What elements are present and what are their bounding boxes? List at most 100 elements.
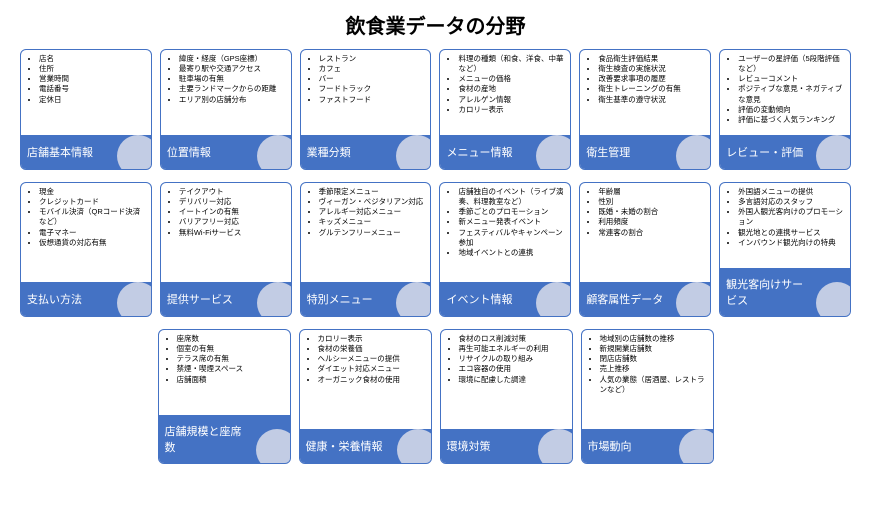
card-label: 環境対策 — [447, 438, 491, 454]
decorative-circle — [397, 429, 431, 463]
card-body: ユーザーの星評価（5段階評価など）レビューコメントポジティブな意見・ネガティブな… — [720, 50, 850, 135]
card-label: 健康・栄養情報 — [306, 438, 383, 454]
card-item: 常連客の割合 — [598, 228, 704, 238]
card-label: イベント情報 — [446, 291, 512, 307]
card-items-list: 食品衛生評価結果衛生検査の実施状況改善要求事項の履歴衛生トレーニングの有無衛生基… — [586, 54, 704, 105]
card-item: 季節ごとのプロモーション — [458, 207, 564, 217]
decorative-circle — [676, 282, 710, 316]
card-item: 性別 — [598, 197, 704, 207]
card-items-list: 座席数個室の有無テラス席の有無禁煙・喫煙スペース店舗面積 — [165, 334, 284, 385]
data-category-card: 食材のロス削減対策再生可能エネルギーの利用リサイクルの取り組みエコ容器の使用環境… — [440, 329, 573, 464]
card-item: レストラン — [319, 54, 425, 64]
card-footer: 店舗基本情報 — [21, 135, 151, 169]
card-item: 料理の種類（和食、洋食、中華など） — [458, 54, 564, 74]
card-label: 店舗基本情報 — [27, 144, 93, 160]
card-label: 位置情報 — [167, 144, 211, 160]
card-item: 無料Wi-Fiサービス — [179, 228, 285, 238]
data-category-card: 店名住所営業時間電話番号定休日店舗基本情報 — [20, 49, 152, 170]
card-item: 定休日 — [39, 95, 145, 105]
card-item: ユーザーの星評価（5段階評価など） — [738, 54, 844, 74]
decorative-circle — [117, 282, 151, 316]
card-item: カロリー表示 — [318, 334, 425, 344]
decorative-circle — [117, 135, 151, 169]
data-category-card: レストランカフェバーフードトラックファストフード業種分類 — [300, 49, 432, 170]
card-items-list: 年齢層性別既婚・未婚の割合利用頻度常連客の割合 — [586, 187, 704, 238]
card-item: 現金 — [39, 187, 145, 197]
card-item: クレジットカード — [39, 197, 145, 207]
card-item: 再生可能エネルギーの利用 — [459, 344, 566, 354]
card-item: ファストフード — [319, 95, 425, 105]
card-items-list: 地域別の店舗数の推移新規開業店舗数閉店店舗数売上推移人気の業態（居酒屋、レストラ… — [588, 334, 707, 395]
card-item: テラス席の有無 — [177, 354, 284, 364]
card-item: フードトラック — [319, 84, 425, 94]
card-label: 衛生管理 — [586, 144, 630, 160]
data-category-card: 年齢層性別既婚・未婚の割合利用頻度常連客の割合顧客属性データ — [579, 182, 711, 317]
data-category-card: 現金クレジットカードモバイル決済（QRコード決済など）電子マネー仮想通貨の対応有… — [20, 182, 152, 317]
card-items-list: 季節限定メニューヴィーガン・ベジタリアン対応アレルギー対応メニューキッズメニュー… — [307, 187, 425, 238]
card-items-list: 食材のロス削減対策再生可能エネルギーの利用リサイクルの取り組みエコ容器の使用環境… — [447, 334, 566, 385]
card-item: ヘルシーメニューの提供 — [318, 354, 425, 364]
card-footer: 健康・栄養情報 — [300, 429, 431, 463]
decorative-circle — [676, 135, 710, 169]
cards-grid: 店名住所営業時間電話番号定休日店舗基本情報緯度・経度（GPS座標）最寄り駅や交通… — [20, 49, 851, 464]
card-footer: 環境対策 — [441, 429, 572, 463]
card-footer: イベント情報 — [440, 282, 570, 316]
card-body: 料理の種類（和食、洋食、中華など）メニューの価格食材の産地アレルゲン情報カロリー… — [440, 50, 570, 135]
card-item: キッズメニュー — [319, 217, 425, 227]
data-category-card: 季節限定メニューヴィーガン・ベジタリアン対応アレルギー対応メニューキッズメニュー… — [300, 182, 432, 317]
card-label: 業種分類 — [307, 144, 351, 160]
card-item: フェスティバルやキャンペーン参加 — [458, 228, 564, 248]
card-item: メニューの価格 — [458, 74, 564, 84]
card-item: 地域イベントとの連携 — [458, 248, 564, 258]
card-item: ダイエット対応メニュー — [318, 364, 425, 374]
card-item: 利用頻度 — [598, 217, 704, 227]
card-item: 新メニュー発表イベント — [458, 217, 564, 227]
data-category-card: 地域別の店舗数の推移新規開業店舗数閉店店舗数売上推移人気の業態（居酒屋、レストラ… — [581, 329, 714, 464]
card-item: 人気の業態（居酒屋、レストランなど） — [600, 375, 707, 395]
card-item: オーガニック食材の使用 — [318, 375, 425, 385]
card-item: 地域別の店舗数の推移 — [600, 334, 707, 344]
card-item: 個室の有無 — [177, 344, 284, 354]
cards-row: 座席数個室の有無テラス席の有無禁煙・喫煙スペース店舗面積店舗規模と座席数カロリー… — [20, 329, 851, 464]
card-item: 新規開業店舗数 — [600, 344, 707, 354]
card-item: 外国人観光客向けのプロモーション — [738, 207, 844, 227]
card-label: 特別メニュー — [307, 291, 373, 307]
card-label: 店舗規模と座席数 — [165, 423, 250, 455]
card-item: グルテンフリーメニュー — [319, 228, 425, 238]
card-body: 店名住所営業時間電話番号定休日 — [21, 50, 151, 135]
data-category-card: ユーザーの星評価（5段階評価など）レビューコメントポジティブな意見・ネガティブな… — [719, 49, 851, 170]
card-item: 改善要求事項の履歴 — [598, 74, 704, 84]
card-item: 緯度・経度（GPS座標） — [179, 54, 285, 64]
card-items-list: ユーザーの星評価（5段階評価など）レビューコメントポジティブな意見・ネガティブな… — [726, 54, 844, 125]
data-category-card: カロリー表示食材の栄養価ヘルシーメニューの提供ダイエット対応メニューオーガニック… — [299, 329, 432, 464]
card-label: 観光客向けサービス — [726, 276, 811, 308]
decorative-circle — [257, 135, 291, 169]
card-item: カフェ — [319, 64, 425, 74]
card-item: 年齢層 — [598, 187, 704, 197]
card-body: 食材のロス削減対策再生可能エネルギーの利用リサイクルの取り組みエコ容器の使用環境… — [441, 330, 572, 429]
card-item: ポジティブな意見・ネガティブな意見 — [738, 84, 844, 104]
card-items-list: 料理の種類（和食、洋食、中華など）メニューの価格食材の産地アレルゲン情報カロリー… — [446, 54, 564, 115]
card-body: レストランカフェバーフードトラックファストフード — [301, 50, 431, 135]
data-category-card: 緯度・経度（GPS座標）最寄り駅や交通アクセス駐車場の有無主要ランドマークからの… — [160, 49, 292, 170]
decorative-circle — [538, 429, 572, 463]
card-body: 緯度・経度（GPS座標）最寄り駅や交通アクセス駐車場の有無主要ランドマークからの… — [161, 50, 291, 135]
card-body: カロリー表示食材の栄養価ヘルシーメニューの提供ダイエット対応メニューオーガニック… — [300, 330, 431, 429]
card-item: アレルゲン情報 — [458, 95, 564, 105]
data-category-card: 店舗独自のイベント（ライブ演奏、料理教室など）季節ごとのプロモーション新メニュー… — [439, 182, 571, 317]
card-body: 地域別の店舗数の推移新規開業店舗数閉店店舗数売上推移人気の業態（居酒屋、レストラ… — [582, 330, 713, 429]
card-footer: 顧客属性データ — [580, 282, 710, 316]
data-category-card: 座席数個室の有無テラス席の有無禁煙・喫煙スペース店舗面積店舗規模と座席数 — [158, 329, 291, 464]
card-item: 評価に基づく人気ランキング — [738, 115, 844, 125]
card-items-list: レストランカフェバーフードトラックファストフード — [307, 54, 425, 105]
card-body: 季節限定メニューヴィーガン・ベジタリアン対応アレルギー対応メニューキッズメニュー… — [301, 183, 431, 282]
card-item: 主要ランドマークからの距離 — [179, 84, 285, 94]
card-item: 多言語対応のスタッフ — [738, 197, 844, 207]
card-item: ヴィーガン・ベジタリアン対応 — [319, 197, 425, 207]
card-items-list: 店名住所営業時間電話番号定休日 — [27, 54, 145, 105]
card-item: 売上推移 — [600, 364, 707, 374]
card-item: 評価の変動傾向 — [738, 105, 844, 115]
card-item: インバウンド観光向けの特典 — [738, 238, 844, 248]
card-body: 座席数個室の有無テラス席の有無禁煙・喫煙スペース店舗面積 — [159, 330, 290, 415]
card-item: 季節限定メニュー — [319, 187, 425, 197]
